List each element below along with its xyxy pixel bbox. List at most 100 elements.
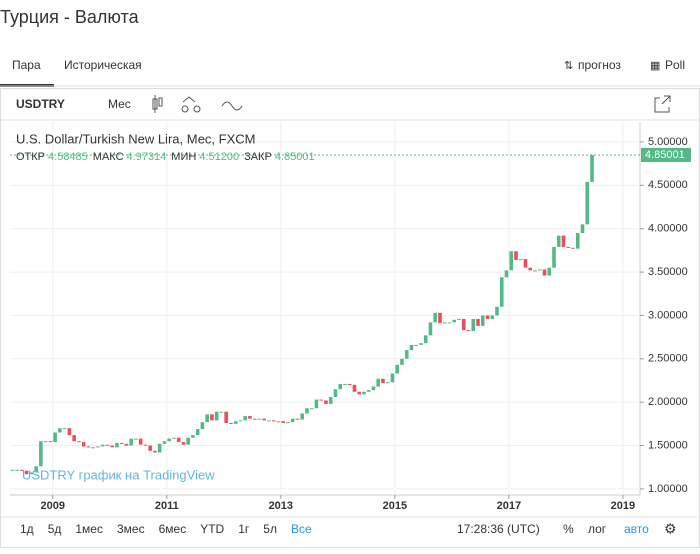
range-button[interactable]: 1г — [238, 522, 250, 536]
candle — [67, 428, 72, 436]
candle — [352, 384, 357, 392]
tab[interactable]: Пара — [12, 58, 41, 72]
icon: ⇅ — [564, 60, 573, 72]
interval[interactable]: Мес — [108, 97, 131, 111]
candle — [295, 418, 300, 420]
candle — [210, 414, 214, 421]
candle — [556, 235, 561, 247]
candle — [48, 441, 53, 443]
candle — [143, 444, 148, 446]
candle — [214, 411, 219, 421]
candle — [428, 322, 433, 336]
candle — [509, 251, 514, 271]
candle — [157, 443, 162, 453]
candle — [300, 413, 304, 420]
range-button[interactable]: YTD — [200, 522, 224, 536]
candle — [29, 472, 34, 475]
candle — [366, 390, 371, 392]
candle — [423, 335, 428, 344]
candle — [495, 306, 499, 316]
candle — [328, 396, 333, 404]
candle — [362, 391, 366, 395]
candle — [77, 441, 81, 443]
candle — [333, 389, 338, 397]
candle — [124, 443, 129, 446]
candle — [233, 421, 238, 424]
candle — [281, 421, 285, 424]
action[interactable]: прогноз — [578, 58, 621, 72]
candle — [585, 181, 590, 225]
tab[interactable]: Историческая — [64, 58, 142, 72]
candle — [343, 383, 347, 385]
candle — [490, 315, 495, 319]
candle — [248, 416, 252, 419]
candle — [195, 429, 200, 436]
candle — [276, 421, 281, 423]
range-button[interactable]: 5д — [48, 522, 62, 536]
candle — [86, 446, 91, 448]
candle — [338, 383, 343, 390]
legend-name: ЗАКР — [244, 151, 272, 163]
candle — [186, 437, 190, 445]
scale-option[interactable]: % — [563, 522, 574, 536]
candle — [162, 441, 167, 444]
range-button[interactable]: 6мес — [159, 522, 187, 536]
x-tick-label: 2009 — [41, 500, 65, 512]
chart-title: U.S. Dollar/Turkish New Lira, Мес, FXCM — [16, 131, 255, 146]
toolbar-icons[interactable] — [152, 95, 671, 113]
candle — [485, 315, 490, 319]
legend-value: 4.97314 — [127, 151, 167, 163]
candle — [571, 247, 575, 249]
candle — [314, 399, 319, 409]
candle — [119, 442, 124, 444]
candle — [243, 416, 247, 421]
candle — [471, 318, 476, 332]
icon: ▦ — [650, 60, 660, 72]
candle — [480, 315, 485, 326]
candle — [419, 343, 423, 345]
candle — [466, 330, 471, 332]
candle — [267, 420, 271, 422]
legend-value: 4.51200 — [199, 151, 239, 163]
legend-name: МАКС — [93, 151, 124, 163]
candle — [181, 442, 186, 445]
candle — [518, 259, 523, 261]
candle — [514, 251, 518, 260]
candle — [286, 422, 290, 424]
candle — [219, 411, 224, 413]
candle — [20, 469, 24, 471]
range-button[interactable]: 1д — [20, 522, 34, 536]
range-button[interactable]: 1мес — [75, 522, 103, 536]
candle — [53, 432, 57, 443]
candle — [271, 420, 276, 422]
candle — [191, 435, 195, 438]
candle — [309, 408, 314, 410]
x-tick-label: 2015 — [383, 500, 407, 512]
candle — [395, 364, 400, 374]
range-button[interactable]: Все — [291, 522, 312, 536]
candle — [229, 423, 233, 425]
page-title: Турция - Валюта — [0, 7, 140, 27]
settings-icon[interactable]: ⚙ — [664, 521, 677, 537]
candle — [62, 428, 67, 430]
range-button[interactable]: 3мес — [117, 522, 145, 536]
scale-option[interactable]: авто — [624, 522, 649, 536]
action[interactable]: Poll — [665, 58, 685, 72]
candle — [438, 312, 442, 324]
y-tick-label: 5.00000 — [648, 136, 688, 148]
candle — [542, 269, 547, 276]
symbol[interactable]: USDTRY — [16, 97, 65, 111]
candle — [224, 411, 228, 424]
candle — [414, 344, 419, 346]
candle — [452, 319, 457, 323]
candle — [533, 270, 537, 272]
candle — [347, 383, 352, 385]
candle — [552, 246, 556, 268]
watermark[interactable]: USDTRY график на TradingView — [22, 467, 215, 482]
candle — [376, 378, 381, 387]
scale-option[interactable]: лог — [588, 522, 607, 536]
range-button[interactable]: 5л — [263, 522, 277, 536]
x-tick-label: 2013 — [269, 500, 293, 512]
x-tick-label: 2017 — [497, 500, 521, 512]
candle — [91, 447, 95, 449]
